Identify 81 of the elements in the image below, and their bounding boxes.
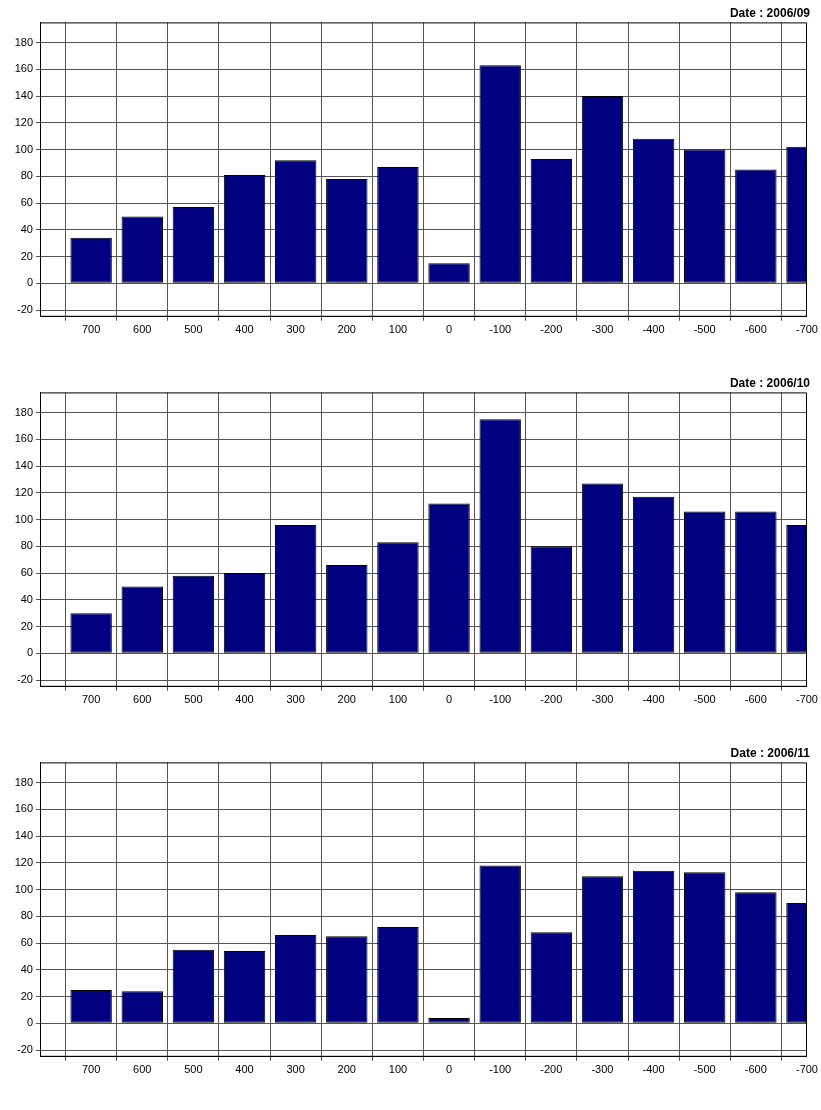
- y-tick-label: 160: [14, 802, 33, 815]
- y-tick-label: -20: [17, 673, 33, 686]
- y-tick-label: 80: [20, 539, 33, 552]
- y-tick-label: 20: [20, 989, 33, 1002]
- y-tick-label: 120: [14, 855, 33, 868]
- y-tick-label: 140: [14, 459, 33, 472]
- y-tick-label: 80: [20, 909, 33, 922]
- y-tick-label: -20: [17, 1043, 33, 1056]
- x-tick-label: 200: [337, 1063, 356, 1076]
- x-tick-label: -700: [795, 323, 819, 336]
- x-tick-label: -500: [693, 693, 716, 706]
- x-tick-label: 100: [388, 1063, 408, 1076]
- y-tick-label: 100: [14, 142, 33, 155]
- x-tick-label: -400: [642, 1063, 665, 1076]
- x-tick-label: 700: [81, 1063, 101, 1076]
- x-tick-label: -600: [744, 693, 767, 706]
- x-tick-label: 300: [286, 1063, 305, 1076]
- y-tick-label: 100: [14, 882, 33, 895]
- x-tick-label: 400: [235, 1063, 254, 1076]
- y-tick-label: 140: [14, 89, 33, 102]
- x-tick-label: -100: [489, 323, 512, 336]
- x-tick-label: -500: [693, 323, 716, 336]
- chart-title: Date : 2006/09: [729, 5, 811, 20]
- x-tick-label: -300: [591, 323, 614, 336]
- chart-title: Date : 2006/10: [729, 375, 811, 390]
- y-tick-label: 60: [20, 936, 33, 949]
- y-tick-label: 120: [14, 485, 33, 498]
- x-tick-label: 500: [184, 1063, 203, 1076]
- y-tick-label: 180: [14, 35, 33, 48]
- x-tick-label: 600: [133, 1063, 152, 1076]
- x-tick-label: -300: [591, 1063, 614, 1076]
- x-tick-label: 100: [388, 323, 408, 336]
- x-tick-label: -700: [795, 693, 819, 706]
- y-tick-label: 60: [20, 196, 33, 209]
- x-tick-label: 100: [388, 693, 408, 706]
- y-tick-label: 20: [20, 619, 33, 632]
- y-tick-label: 0: [26, 646, 33, 659]
- x-tick-label: 500: [184, 323, 203, 336]
- y-tick-label: 120: [14, 115, 33, 128]
- x-tick-label: -100: [489, 693, 512, 706]
- x-tick-label: -300: [591, 693, 614, 706]
- x-tick-label: 500: [184, 693, 203, 706]
- y-tick-label: 60: [20, 566, 33, 579]
- y-tick-label: 0: [26, 1016, 33, 1029]
- x-tick-label: 400: [235, 323, 254, 336]
- x-tick-label: 0: [446, 1063, 453, 1076]
- x-tick-label: 200: [337, 693, 356, 706]
- y-tick-label: 40: [20, 222, 33, 235]
- x-tick-label: -600: [744, 1063, 767, 1076]
- y-tick-label: 0: [26, 276, 33, 289]
- x-tick-label: 0: [446, 323, 453, 336]
- y-tick-label: 180: [14, 775, 33, 788]
- y-tick-label: 20: [20, 249, 33, 262]
- x-tick-label: 300: [286, 693, 305, 706]
- y-tick-label: 40: [20, 962, 33, 975]
- chart-title: Date : 2006/11: [730, 745, 811, 760]
- x-tick-label: 600: [133, 693, 152, 706]
- x-tick-label: -500: [693, 1063, 716, 1076]
- y-tick-label: 180: [14, 405, 33, 418]
- x-tick-label: 300: [286, 323, 305, 336]
- y-tick-label: 140: [14, 829, 33, 842]
- y-tick-label: 40: [20, 592, 33, 605]
- x-tick-label: -400: [642, 693, 665, 706]
- x-tick-label: -200: [540, 1063, 563, 1076]
- y-tick-label: 160: [14, 62, 33, 75]
- x-tick-label: 200: [337, 323, 356, 336]
- y-tick-label: 160: [14, 432, 33, 445]
- x-tick-label: -700: [795, 1063, 819, 1076]
- x-tick-label: 600: [133, 323, 152, 336]
- x-tick-label: -600: [744, 323, 767, 336]
- y-tick-label: 80: [20, 169, 33, 182]
- y-tick-label: -20: [17, 303, 33, 316]
- x-tick-label: -200: [540, 693, 563, 706]
- y-tick-label: 100: [14, 512, 33, 525]
- x-tick-label: -200: [540, 323, 563, 336]
- x-tick-label: 700: [81, 693, 101, 706]
- x-tick-label: 400: [235, 693, 254, 706]
- x-tick-label: 0: [446, 693, 453, 706]
- x-tick-label: -100: [489, 1063, 512, 1076]
- x-tick-label: -400: [642, 323, 665, 336]
- x-tick-label: 700: [81, 323, 101, 336]
